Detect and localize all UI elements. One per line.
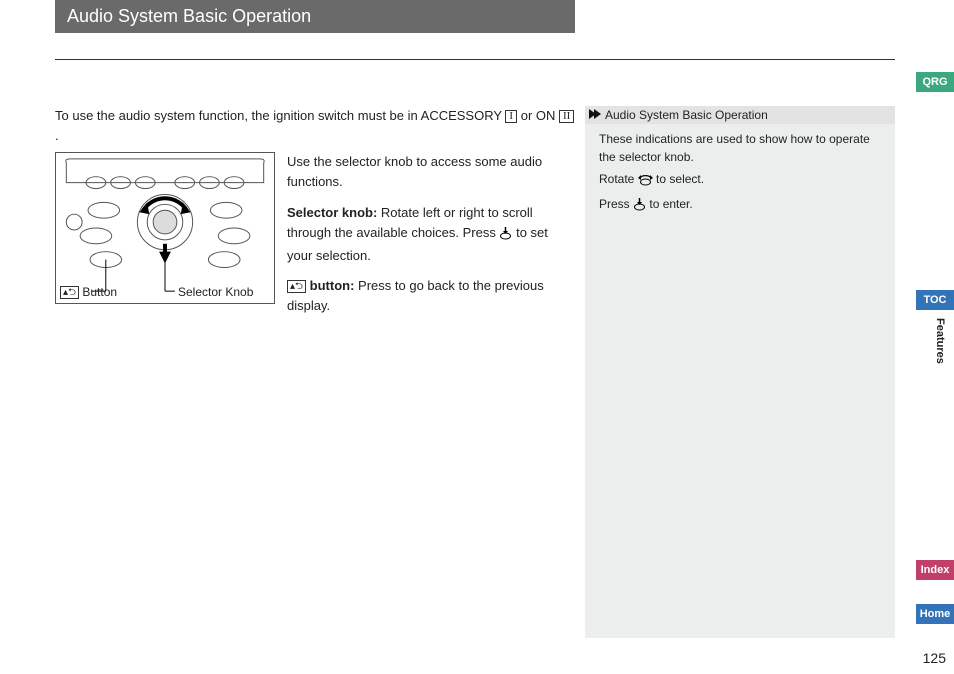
intro-part1: To use the audio system function, the ig… — [55, 108, 505, 123]
back-icon: ▴⮌ — [287, 280, 306, 293]
tab-index[interactable]: Index — [916, 560, 954, 580]
section-label: Features — [934, 318, 946, 364]
button-label: button: — [310, 278, 355, 293]
button-caption: Button — [82, 285, 117, 299]
accessory-key-icon: I — [505, 110, 517, 123]
side-note-header: Audio System Basic Operation — [585, 106, 895, 124]
rotate-knob-icon — [638, 173, 653, 191]
selector-paragraph: Selector knob: Rotate left or right to s… — [287, 203, 575, 266]
press-knob-icon-2 — [633, 198, 646, 216]
side-line-2a: Rotate — [599, 172, 638, 186]
tab-qrg[interactable]: QRG — [916, 72, 954, 92]
side-line-1: These indications are used to show how t… — [599, 130, 885, 166]
page-number: 125 — [923, 650, 946, 666]
tab-home[interactable]: Home — [916, 604, 954, 624]
main-column: To use the audio system function, the ig… — [55, 106, 575, 638]
side-note-column: Audio System Basic Operation These indic… — [585, 106, 895, 638]
intro-part2: or ON — [521, 108, 559, 123]
side-line-2: Rotate to select. — [599, 170, 885, 191]
side-line-3a: Press — [599, 197, 633, 211]
selector-knob-figure: ▴⮌ Button Selector Knob — [55, 152, 275, 304]
page-title: Audio System Basic Operation — [55, 0, 575, 33]
info-icon — [589, 108, 601, 122]
side-header-text: Audio System Basic Operation — [605, 108, 768, 122]
side-line-3: Press to enter. — [599, 195, 885, 216]
paragraph-1: Use the selector knob to access some aud… — [287, 152, 575, 192]
intro-text: To use the audio system function, the ig… — [55, 106, 575, 146]
side-line-2b: to select. — [656, 172, 704, 186]
button-paragraph: ▴⮌ button: Press to go back to the previ… — [287, 276, 575, 316]
intro-part3: . — [55, 128, 59, 143]
title-rule — [55, 59, 895, 60]
on-key-icon: II — [559, 110, 574, 123]
press-knob-icon — [499, 226, 512, 246]
selector-label: Selector knob: — [287, 205, 377, 220]
tab-toc[interactable]: TOC — [916, 290, 954, 310]
back-button-icon: ▴⮌ — [60, 286, 79, 299]
side-line-3b: to enter. — [649, 197, 692, 211]
knob-caption: Selector Knob — [178, 285, 253, 299]
